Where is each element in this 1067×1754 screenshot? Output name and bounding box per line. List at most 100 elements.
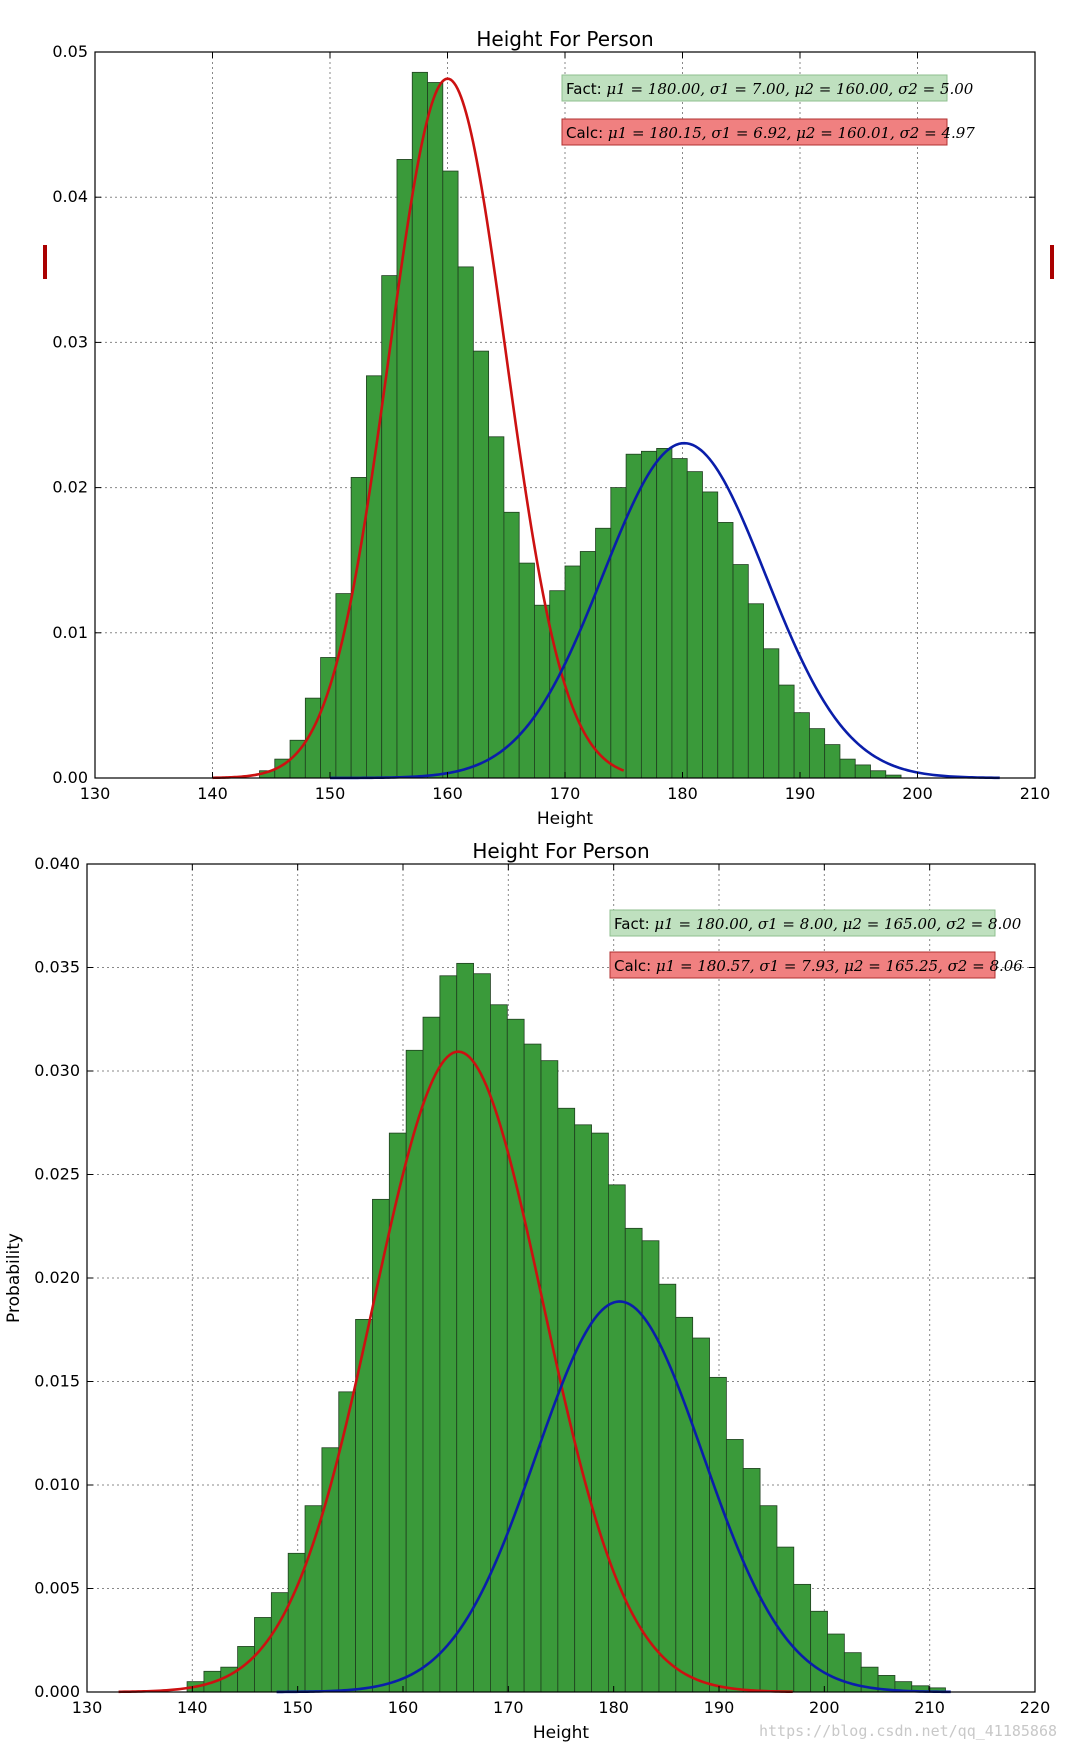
x-tick-label: 180 <box>667 784 698 803</box>
histogram-bar <box>725 1439 744 1693</box>
histogram-bar <box>776 1546 795 1693</box>
watermark: https://blog.csdn.net/qq_41185868 <box>759 1722 1057 1740</box>
x-tick-label: 170 <box>493 1698 524 1717</box>
histogram-bar <box>610 487 627 779</box>
histogram-bar <box>557 1107 576 1693</box>
histogram-bar <box>778 684 795 779</box>
histogram-bar <box>640 450 658 779</box>
histogram-bar <box>793 1583 812 1693</box>
histogram-bar <box>759 1505 778 1693</box>
blue-fit-curve <box>276 1300 951 1694</box>
x-tick-label: 210 <box>914 1698 945 1717</box>
histogram-bar <box>472 350 490 779</box>
histogram-bar <box>717 522 734 779</box>
histogram-bar <box>457 266 474 779</box>
histogram-bar <box>540 1060 559 1693</box>
histogram-bar <box>824 744 841 779</box>
histogram-bar <box>549 590 566 779</box>
histogram-bar <box>564 565 581 779</box>
x-tick-label: 160 <box>388 1698 419 1717</box>
histogram-bar <box>608 1184 626 1693</box>
y-tick-label: 0.015 <box>34 1372 80 1391</box>
y-tick-label: 0.040 <box>34 854 80 873</box>
y-tick-label: 0.010 <box>34 1475 80 1494</box>
histogram-bar <box>763 648 780 779</box>
blue-fit-curve <box>330 441 1000 780</box>
y-tick-label: 0.05 <box>52 42 88 61</box>
histogram-bar <box>427 82 444 779</box>
histogram-bar <box>405 1049 424 1693</box>
histogram-bar <box>595 527 612 779</box>
histogram-bar <box>671 458 688 779</box>
x-tick-label: 130 <box>72 1698 103 1717</box>
histogram-bar <box>702 491 719 779</box>
chart-title: Height For Person <box>472 839 649 863</box>
calc-legend-box <box>609 951 996 979</box>
histogram-bar <box>732 564 749 779</box>
y-tick-label: 0.01 <box>52 623 88 642</box>
red-fit-curve <box>118 1050 793 1694</box>
histogram-bar <box>854 764 871 779</box>
right-marker <box>1050 245 1054 279</box>
calc-legend-text: Calc: μ1 = 180.57, σ1 = 7.93, μ2 = 165.2… <box>614 957 1023 975</box>
x-axis-label: Height <box>533 1723 590 1743</box>
histogram-bar <box>747 603 764 779</box>
x-tick-label: 160 <box>432 784 463 803</box>
y-tick-label: 0.025 <box>34 1165 80 1184</box>
histogram-bar <box>366 375 383 779</box>
red-fit-curve <box>212 77 625 780</box>
chart-title: Height For Person <box>476 27 653 51</box>
histogram-bar <box>442 170 459 779</box>
histogram-bar <box>270 1592 289 1693</box>
histogram-bar <box>839 758 856 779</box>
x-tick-label: 180 <box>598 1698 629 1717</box>
histogram-bar <box>692 1337 710 1693</box>
histogram-bar <box>624 1227 643 1693</box>
x-tick-label: 150 <box>282 1698 313 1717</box>
x-axis-label: Height <box>537 809 594 829</box>
x-tick-label: 130 <box>80 784 111 803</box>
histogram-bar <box>809 728 826 779</box>
x-tick-label: 150 <box>315 784 346 803</box>
y-tick-label: 0.030 <box>34 1061 80 1080</box>
histogram-bar <box>686 471 703 779</box>
histogram-bar <box>675 1316 694 1693</box>
y-axis-label: Probability <box>4 1233 24 1323</box>
x-tick-label: 140 <box>197 784 228 803</box>
histogram-bar <box>506 1018 525 1693</box>
histogram-bar <box>793 712 810 779</box>
fact-legend-text: Fact: μ1 = 180.00, σ1 = 8.00, μ2 = 165.0… <box>614 915 1022 933</box>
x-tick-label: 170 <box>550 784 581 803</box>
y-tick-label: 0.005 <box>34 1579 80 1598</box>
fact-legend-text: Fact: μ1 = 180.00, σ1 = 7.00, μ2 = 160.0… <box>566 80 974 98</box>
chart-bottom: 130 140 150 160 170 180 190 200 210 220 0.000 0.005… <box>4 839 1050 1743</box>
histogram-bar <box>456 962 474 1693</box>
histogram-bar <box>810 1610 828 1693</box>
histogram-bar <box>870 770 887 779</box>
x-tick-label: 190 <box>704 1698 735 1717</box>
left-marker <box>43 245 47 279</box>
histogram-bar <box>709 1376 727 1693</box>
histogram-bar <box>488 436 505 779</box>
histogram-bar <box>579 551 596 779</box>
y-tick-label: 0.03 <box>52 332 88 351</box>
calc-legend-box <box>561 118 948 146</box>
chart-top: 130 140 150 160 170 180 190 200 210 0.00 0.01 0.02 0… <box>52 27 1050 829</box>
histogram-bar <box>534 604 551 779</box>
y-tick-label: 0.00 <box>52 768 88 787</box>
histogram-bar <box>335 593 352 779</box>
histogram-bar <box>656 447 673 779</box>
x-tick-label: 220 <box>1020 1698 1051 1717</box>
calc-legend-text: Calc: μ1 = 180.15, σ1 = 6.92, μ2 = 160.0… <box>566 124 975 142</box>
histogram-bar <box>304 1505 323 1693</box>
histogram-bar <box>827 1633 845 1693</box>
x-tick-label: 200 <box>902 784 933 803</box>
histogram-bar <box>574 1124 592 1693</box>
x-tick-label: 210 <box>1020 784 1051 803</box>
histogram-bar <box>490 1004 508 1693</box>
x-tick-label: 190 <box>785 784 816 803</box>
histogram-bar <box>591 1132 609 1693</box>
histogram-bar <box>473 973 491 1693</box>
histogram-bar <box>523 1043 542 1693</box>
